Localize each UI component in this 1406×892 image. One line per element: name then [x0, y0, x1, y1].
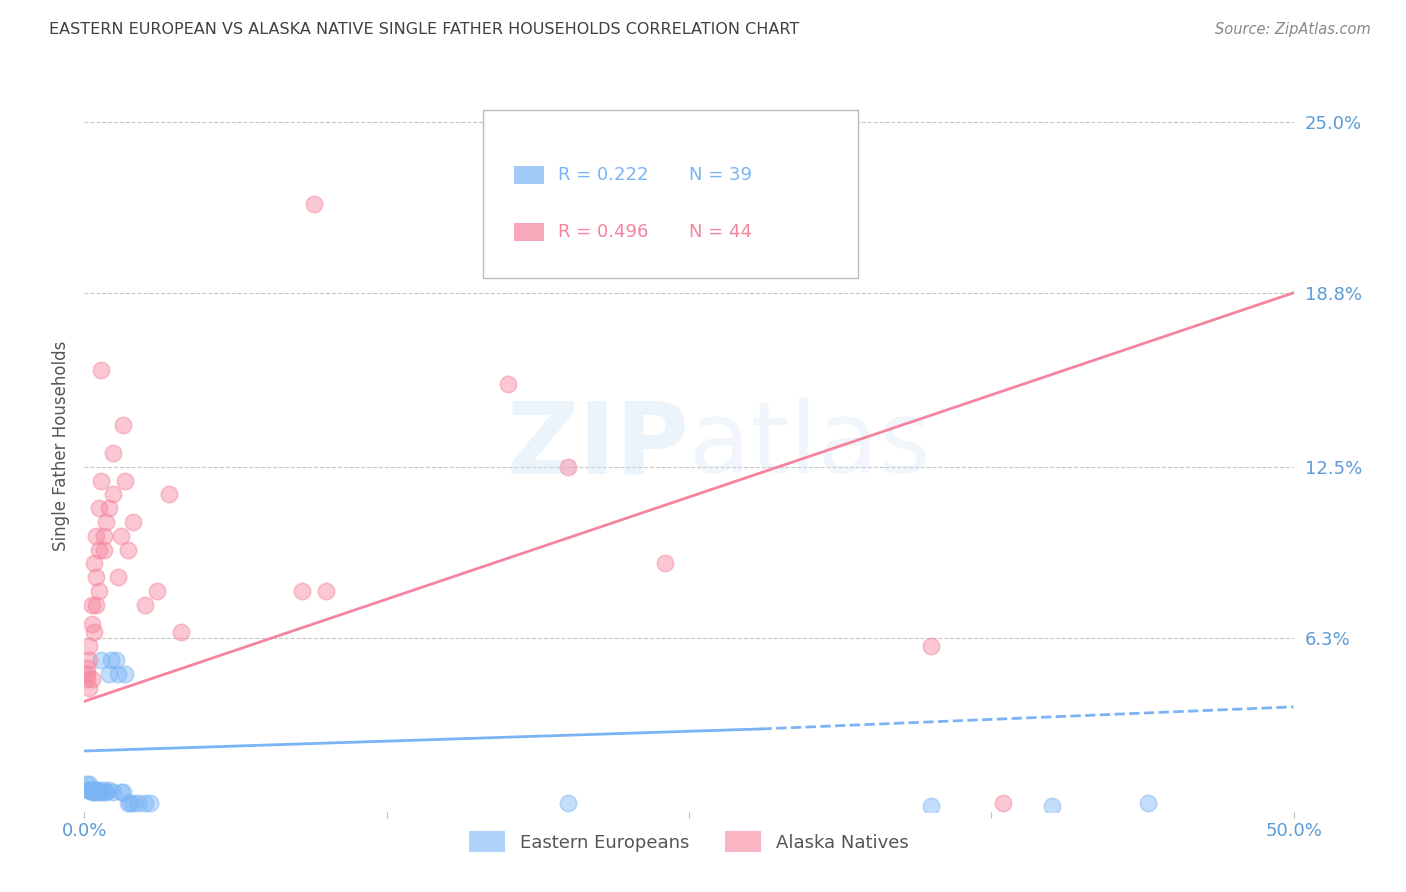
- Text: Source: ZipAtlas.com: Source: ZipAtlas.com: [1215, 22, 1371, 37]
- Point: [110, 785, 132, 799]
- Point: [97, 666, 120, 681]
- Point: [87, 501, 110, 516]
- Point: [315, 583, 337, 598]
- Point: [121, 515, 143, 529]
- Point: [120, 797, 142, 811]
- Point: [87, 583, 110, 598]
- Point: [100, 653, 122, 667]
- FancyBboxPatch shape: [513, 166, 544, 185]
- Point: [80, 672, 103, 686]
- Point: [114, 474, 136, 488]
- Point: [146, 583, 169, 598]
- Point: [117, 797, 139, 811]
- Point: [557, 797, 579, 811]
- Point: [87, 782, 110, 797]
- Point: [77, 639, 100, 653]
- Point: [134, 797, 156, 811]
- Point: [77, 681, 100, 695]
- Point: [93, 529, 115, 543]
- Point: [103, 785, 125, 799]
- Point: [80, 785, 103, 799]
- Point: [76, 777, 98, 791]
- Point: [86, 598, 108, 612]
- Point: [103, 446, 125, 460]
- Point: [76, 672, 98, 686]
- Point: [138, 797, 160, 811]
- Point: [110, 529, 132, 543]
- Point: [77, 653, 100, 667]
- Point: [920, 799, 942, 814]
- Point: [112, 785, 135, 799]
- Point: [86, 782, 108, 797]
- Point: [94, 785, 117, 799]
- Point: [117, 542, 139, 557]
- Text: N = 44: N = 44: [689, 223, 752, 241]
- Point: [77, 777, 100, 791]
- Point: [114, 666, 136, 681]
- Point: [107, 570, 129, 584]
- Point: [496, 376, 519, 391]
- FancyBboxPatch shape: [484, 110, 858, 277]
- Point: [112, 418, 135, 433]
- Point: [76, 782, 98, 797]
- Y-axis label: Single Father Households: Single Father Households: [52, 341, 70, 551]
- Point: [80, 782, 103, 797]
- Text: ZIP: ZIP: [506, 398, 689, 494]
- Point: [104, 653, 127, 667]
- Point: [83, 625, 105, 640]
- Point: [86, 785, 108, 799]
- Point: [80, 598, 103, 612]
- Point: [93, 542, 115, 557]
- Point: [302, 197, 325, 211]
- Point: [1137, 797, 1160, 811]
- Point: [90, 363, 112, 377]
- Point: [93, 785, 115, 799]
- Point: [83, 785, 105, 799]
- Point: [157, 487, 180, 501]
- Point: [751, 252, 773, 267]
- Point: [170, 625, 193, 640]
- FancyBboxPatch shape: [513, 223, 544, 241]
- Point: [94, 515, 117, 529]
- Text: EASTERN EUROPEAN VS ALASKA NATIVE SINGLE FATHER HOUSEHOLDS CORRELATION CHART: EASTERN EUROPEAN VS ALASKA NATIVE SINGLE…: [49, 22, 800, 37]
- Point: [557, 459, 579, 474]
- Point: [87, 785, 110, 799]
- Text: R = 0.222: R = 0.222: [558, 166, 648, 185]
- Point: [76, 666, 98, 681]
- Point: [80, 782, 103, 797]
- Point: [80, 617, 103, 632]
- Text: R = 0.496: R = 0.496: [558, 223, 648, 241]
- Point: [121, 797, 143, 811]
- Point: [86, 529, 108, 543]
- Point: [97, 782, 120, 797]
- Point: [77, 782, 100, 797]
- Text: N = 39: N = 39: [689, 166, 752, 185]
- Point: [86, 570, 108, 584]
- Point: [993, 797, 1015, 811]
- Point: [83, 557, 105, 571]
- Point: [76, 661, 98, 675]
- Point: [103, 487, 125, 501]
- Point: [920, 639, 942, 653]
- Point: [1040, 799, 1063, 814]
- Point: [83, 782, 105, 797]
- Point: [90, 653, 112, 667]
- Point: [127, 797, 149, 811]
- Point: [90, 474, 112, 488]
- Point: [654, 557, 676, 571]
- Point: [77, 782, 100, 797]
- Point: [97, 501, 120, 516]
- Point: [90, 785, 112, 799]
- Point: [134, 598, 156, 612]
- Text: atlas: atlas: [689, 398, 931, 494]
- Point: [87, 542, 110, 557]
- Point: [93, 782, 115, 797]
- Point: [107, 666, 129, 681]
- Point: [86, 782, 108, 797]
- Legend: Eastern Europeans, Alaska Natives: Eastern Europeans, Alaska Natives: [460, 822, 918, 861]
- Point: [291, 583, 314, 598]
